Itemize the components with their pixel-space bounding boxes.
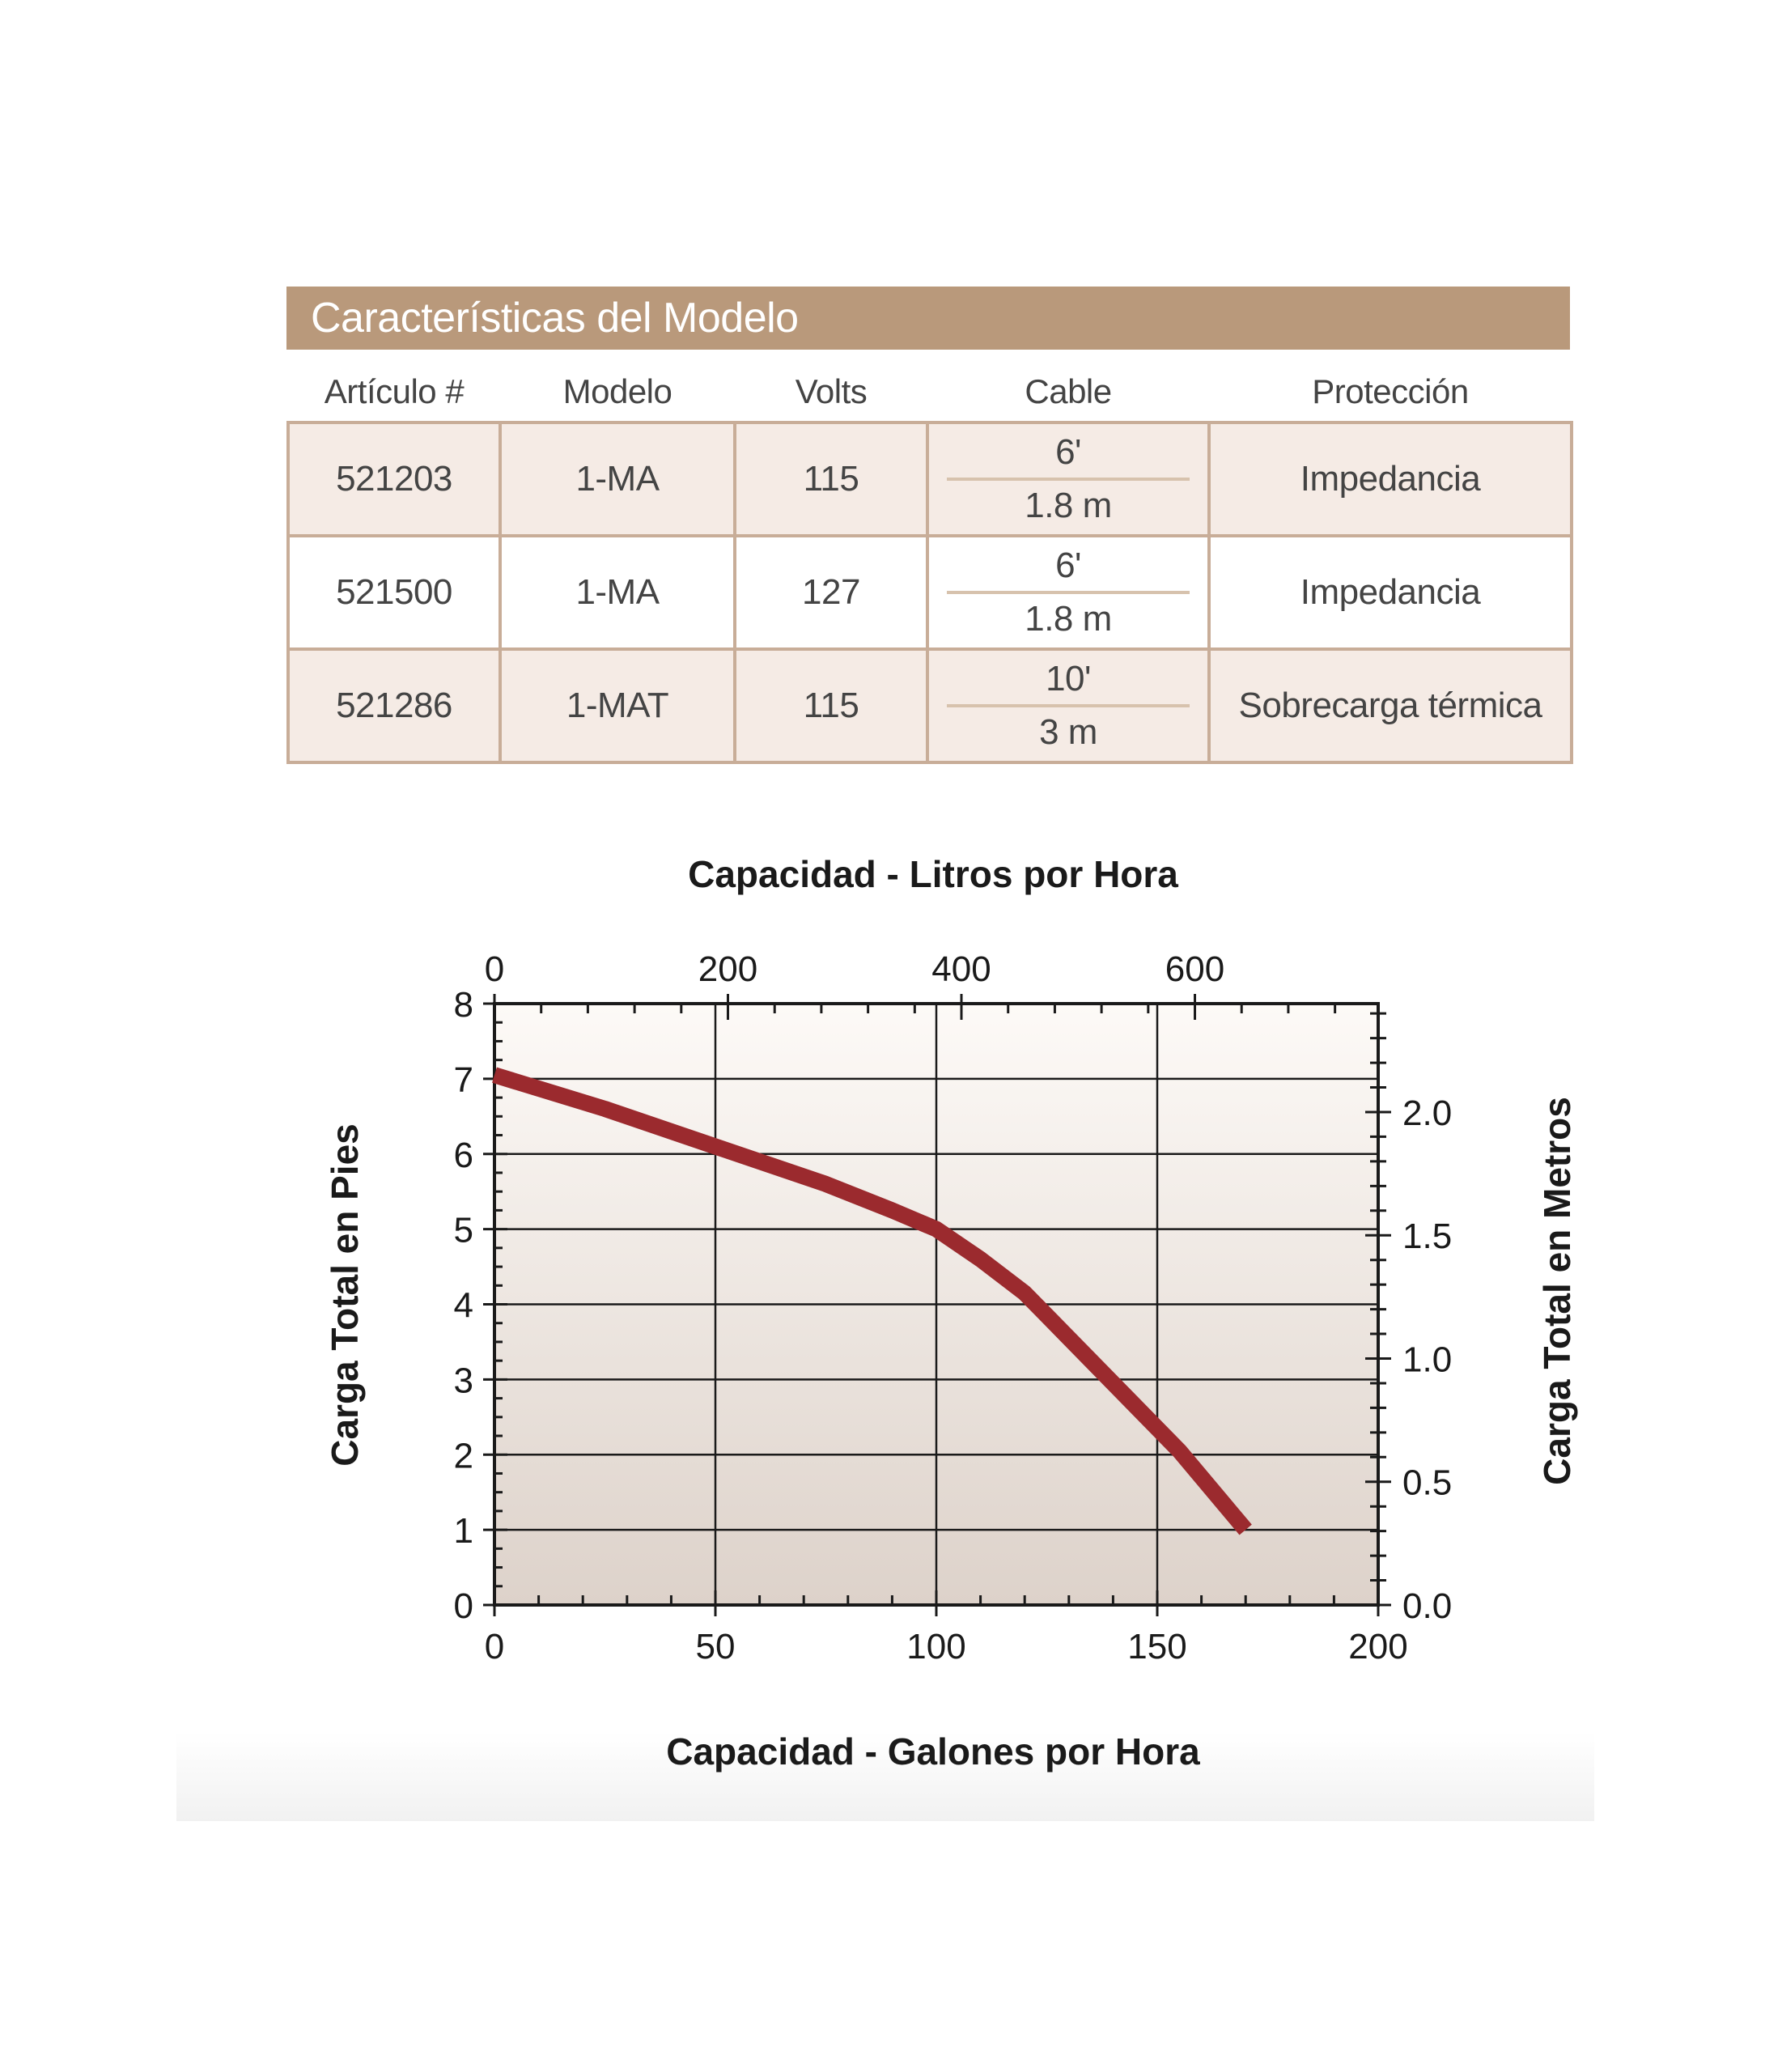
y2-tick-label: 2.0 [1402,1093,1452,1133]
column-header-articulo: Artículo # [324,372,465,410]
cell-articulo: 521286 [286,648,502,764]
cell-proteccion: Sobrecarga térmica [1207,648,1573,764]
cell-volts: 115 [733,648,929,764]
y2-tick-label: 0.0 [1402,1586,1452,1626]
y-tick-label: 4 [454,1286,473,1326]
cable-divider [947,704,1190,707]
y-tick-label: 2 [454,1436,473,1475]
cable-divider [947,478,1190,481]
y-tick-label: 0 [454,1586,473,1626]
cell-proteccion: Impedancia [1207,534,1573,651]
cell-cable: 10' 3 m [926,648,1211,764]
column-header-modelo: Modelo [562,372,672,410]
cable-feet: 6' [1055,546,1081,585]
column-header-proteccion: Protección [1312,372,1469,410]
y-tick-label: 8 [454,985,473,1025]
cell-modelo: 1-MAT [499,648,736,764]
cell-modelo: 1-MA [499,421,736,537]
cell-proteccion: Impedancia [1207,421,1573,537]
cable-divider [947,591,1190,594]
x-tick-label: 50 [696,1627,736,1667]
x2-tick-label: 200 [698,949,757,989]
cell-volts: 115 [733,421,929,537]
x2-tick-label: 600 [1165,949,1224,989]
y2-tick-label: 1.5 [1402,1216,1452,1256]
x2-tick-label: 0 [485,949,504,989]
bottom-fade [176,1732,1594,1821]
cell-volts: 127 [733,534,929,651]
y-tick-label: 1 [454,1511,473,1551]
cell-cable: 6' 1.8 m [926,421,1211,537]
column-header-cable: Cable [1025,372,1112,410]
y2-tick-label: 1.0 [1402,1340,1452,1379]
table-title: Características del Modelo [286,287,1570,350]
performance-curve [492,1067,1252,1535]
table-header-row: Artículo # Modelo Volts Cable Protección [288,363,1572,422]
table-row: 521500 1-MA 127 6' 1.8 m Impedancia [286,534,1573,651]
table-row: 521286 1-MAT 115 10' 3 m Sobrecarga térm… [286,648,1573,764]
y2-tick-label: 0.5 [1402,1463,1452,1503]
x-tick-label: 200 [1348,1627,1407,1667]
y-tick-label: 5 [454,1211,473,1250]
cell-articulo: 521500 [286,534,502,651]
x-tick-label: 100 [906,1627,965,1667]
cable-meters: 1.8 m [1025,486,1112,525]
table-row: 521203 1-MA 115 6' 1.8 m Impedancia [286,421,1573,537]
column-header-volts: Volts [795,372,868,410]
cable-meters: 1.8 m [1025,599,1112,639]
y-tick-label: 7 [454,1060,473,1100]
cable-feet: 6' [1055,432,1081,472]
chart-title: Capacidad - Litros por Hora [688,853,1178,895]
y-tick-label: 6 [454,1136,473,1175]
cell-cable: 6' 1.8 m [926,534,1211,651]
x-tick-label: 0 [485,1627,504,1667]
y-axis-label: Carga Total en Pies [324,1123,366,1467]
y-tick-label: 3 [454,1361,473,1400]
specs-table: Artículo # Modelo Volts Cable Protección… [286,363,1573,764]
x-tick-label: 150 [1127,1627,1186,1667]
cell-modelo: 1-MA [499,534,736,651]
cable-meters: 3 m [1039,712,1097,752]
cable-feet: 10' [1046,659,1091,698]
x-axis-label: Capacidad - Galones por Hora [666,1730,1200,1773]
y2-axis-label: Carga Total en Metros [1536,1097,1578,1485]
x2-tick-label: 400 [931,949,991,989]
cell-articulo: 521203 [286,421,502,537]
